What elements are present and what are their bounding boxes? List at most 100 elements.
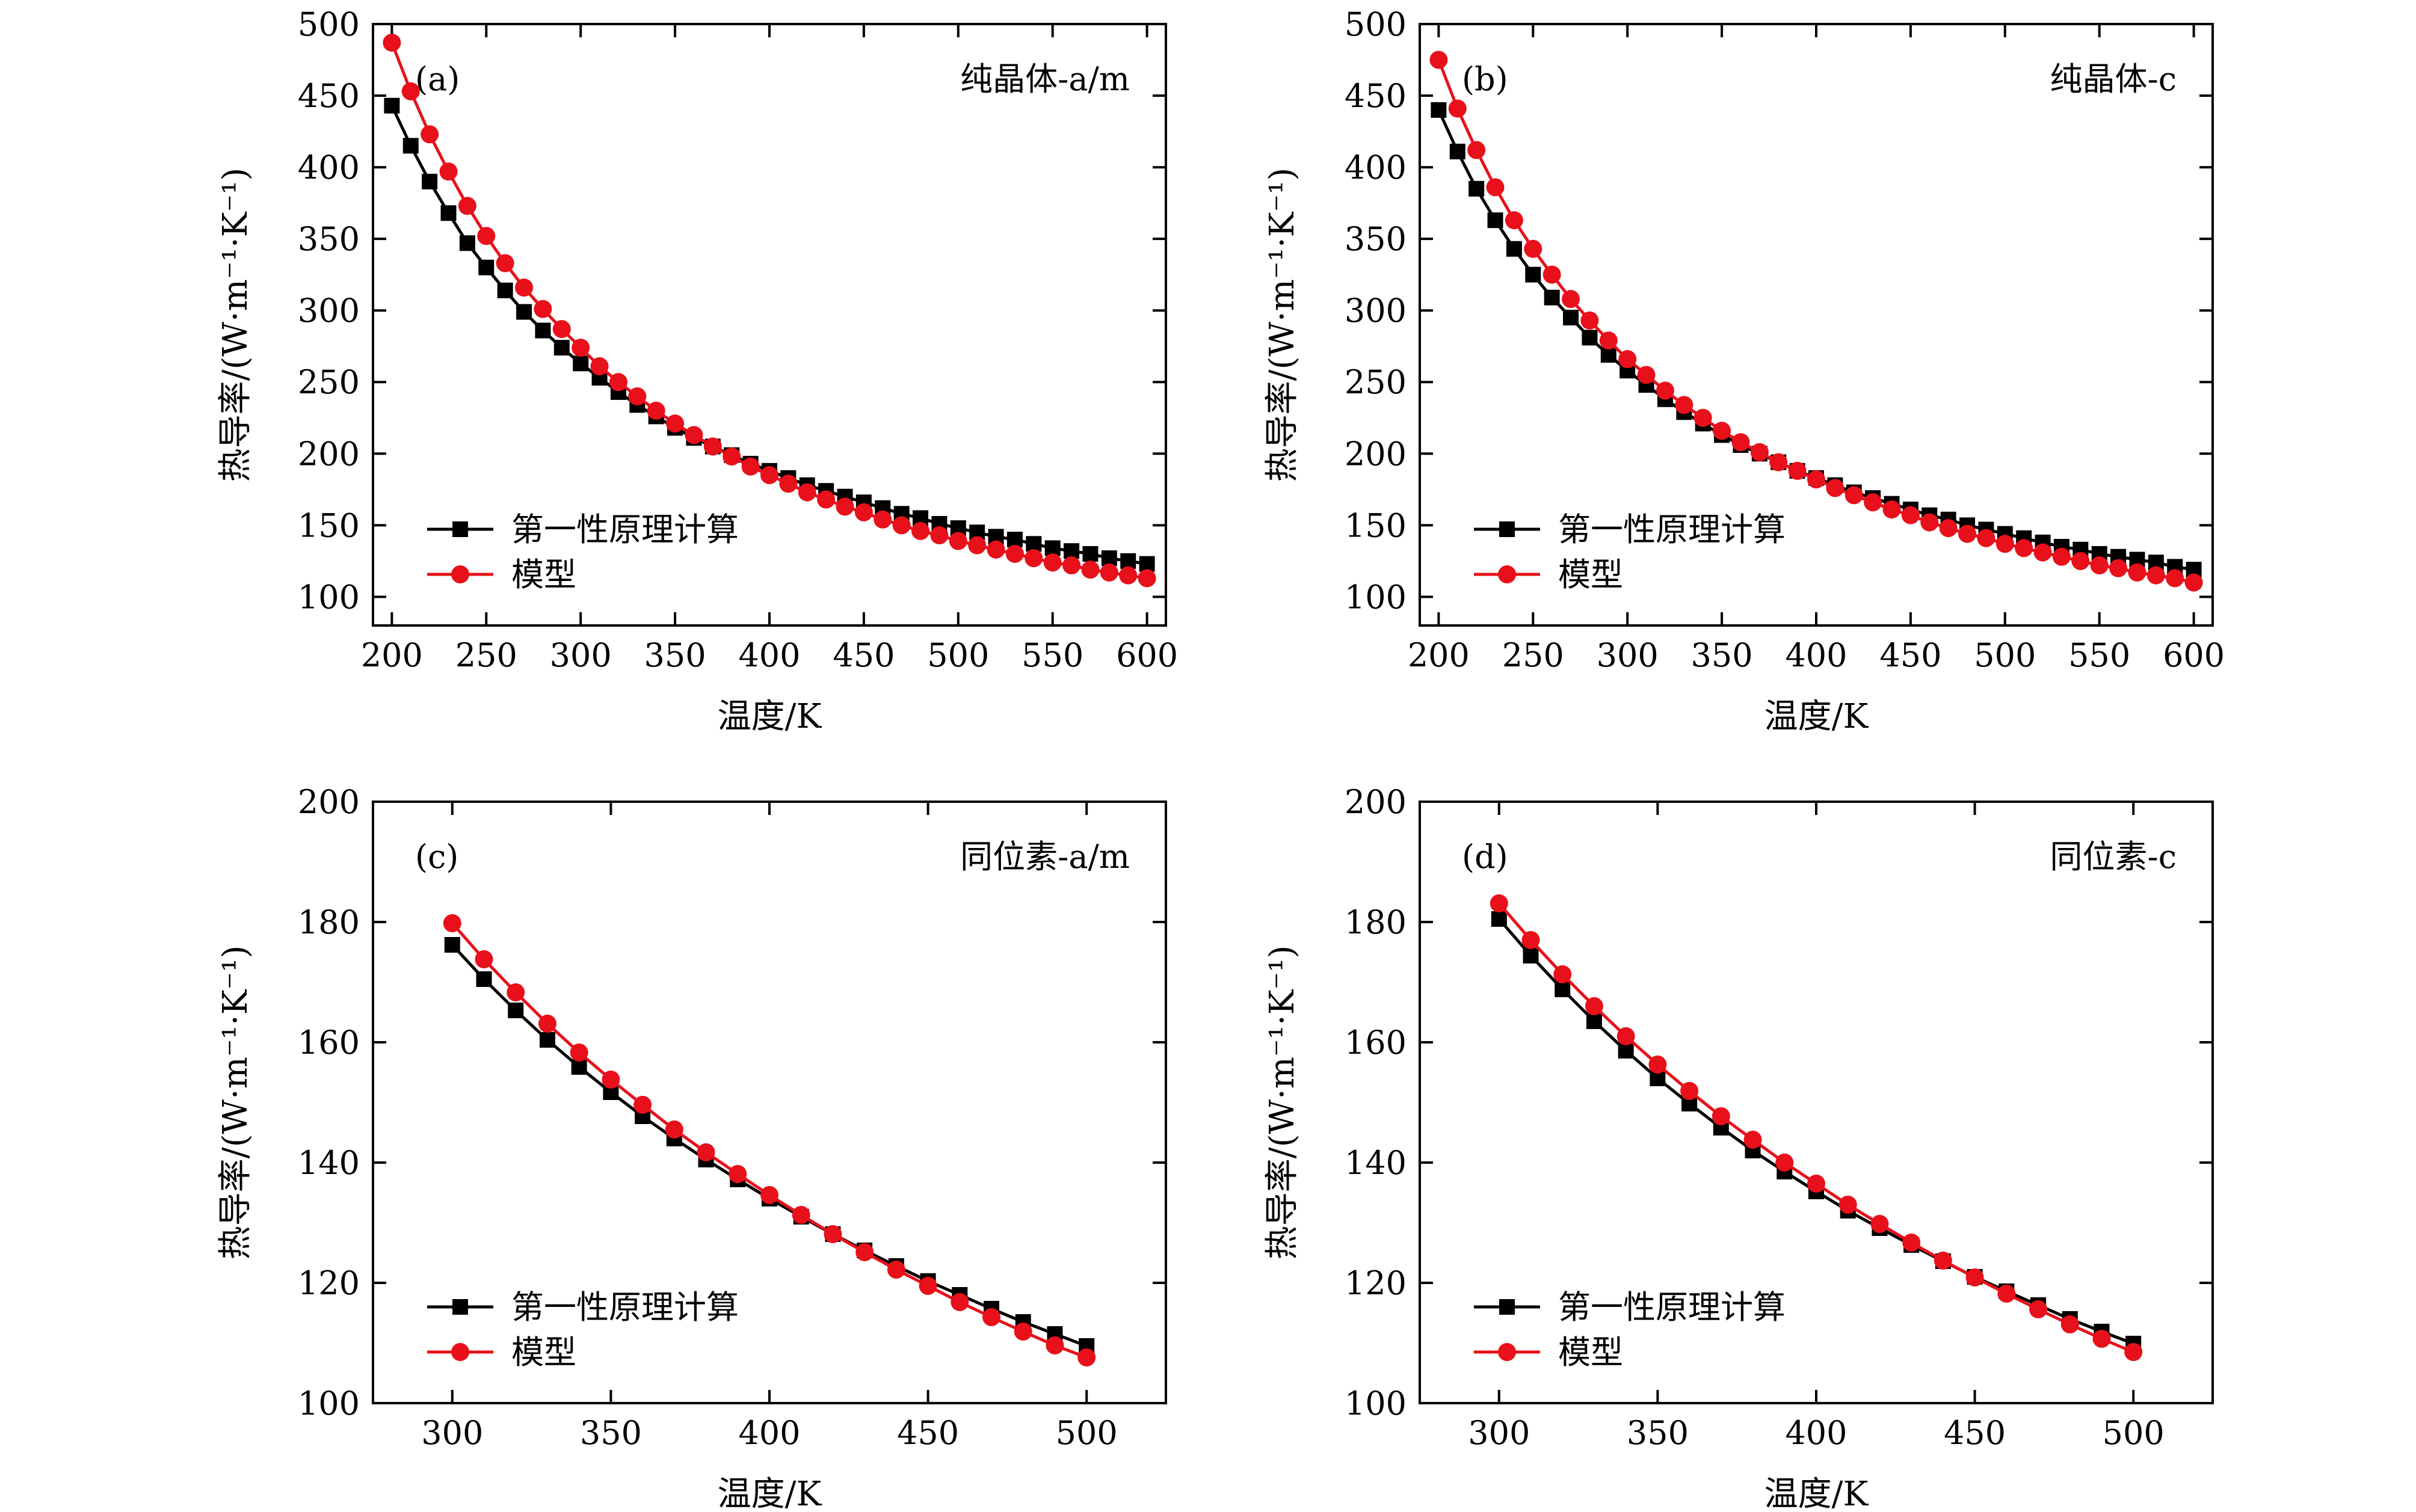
data-point-circle [1870,1215,1889,1233]
data-point-circle [2071,552,2090,570]
data-point-circle [1675,396,1693,414]
data-point-square [384,97,400,114]
data-point-circle [854,503,873,521]
y-tick-label: 180 [1345,903,1407,941]
y-tick-label: 100 [298,578,360,616]
legend-marker [1499,1299,1515,1315]
data-point-square [1082,545,1099,562]
y-tick-label: 200 [1345,435,1407,473]
data-point-circle [1864,493,1882,512]
data-point-square [478,259,495,275]
data-point-square [573,355,589,372]
data-point-circle [729,1165,747,1183]
y-tick-label: 500 [298,5,360,43]
data-point-circle [836,497,854,516]
y-tick-label: 100 [1345,578,1407,616]
data-point-square [1506,241,1522,257]
data-point-circle [2029,1300,2048,1318]
legend-label: 模型 [1558,556,1623,594]
data-point-circle [1005,544,1024,563]
x-tick-label: 300 [1597,636,1659,674]
data-point-circle [2015,539,2033,558]
data-point-square [535,322,551,339]
data-point-circle [590,357,609,376]
data-point-circle [919,1277,937,1295]
data-point-square [1555,982,1571,997]
y-tick-label: 120 [298,1264,360,1302]
legend-marker [1498,1343,1516,1361]
data-point-square [1026,536,1042,552]
data-point-circle [779,475,798,493]
data-point-circle [1807,1175,1825,1193]
data-point-circle [2109,559,2128,577]
data-point-circle [1712,1107,1730,1125]
x-tick-label: 450 [897,1414,959,1452]
legend-marker [451,1343,469,1361]
data-point-circle [1680,1082,1699,1100]
data-point-circle [1656,381,1674,400]
data-point-circle [2033,543,2052,562]
y-tick-label: 100 [1345,1384,1407,1422]
data-point-circle [1043,553,1062,572]
data-point-square [1523,948,1539,963]
data-point-circle [1119,566,1138,585]
data-point-circle [475,950,493,968]
y-tick-label: 200 [298,783,360,821]
y-tick-label: 400 [298,149,360,186]
x-tick-label: 350 [1691,636,1753,674]
data-point-square [1582,330,1598,346]
data-point-square [1586,1013,1602,1029]
data-point-circle [1448,99,1467,118]
x-tick-label: 450 [1944,1414,2006,1452]
data-point-circle [2092,1330,2111,1348]
data-point-circle [1429,51,1448,69]
data-point-circle [383,33,401,52]
data-point-circle [1693,408,1712,427]
legend-marker [1499,521,1515,537]
data-point-circle [1826,479,1844,497]
data-point-circle [1838,1196,1857,1214]
panel-title: 纯晶体-a/m [960,60,1130,98]
y-tick-label: 140 [1345,1144,1407,1182]
data-point-circle [1731,433,1750,452]
data-point-circle [1562,290,1580,309]
y-tick-label: 350 [1345,220,1407,258]
x-axis-title: 温度/K [718,1475,822,1512]
data-point-circle [1138,569,1156,588]
panel-a: 200 250 300 350 400 450 500 550 600 100 150 200 250 3… [216,5,1178,736]
panel-title: 同位素-c [2050,838,2177,876]
data-point-circle [1995,535,2014,553]
data-point-circle [951,1293,969,1311]
legend-label: 模型 [1558,1333,1623,1371]
y-axis-title: 热导率/(W·m⁻¹·K⁻¹) [216,945,255,1260]
y-tick-label: 140 [298,1144,360,1182]
y-tick-label: 160 [1345,1024,1407,1062]
data-point-circle [1750,443,1769,461]
data-point-circle [1025,549,1043,568]
data-point-circle [2128,563,2146,582]
data-point-square [1468,180,1485,197]
y-tick-label: 450 [298,77,360,115]
legend-marker [452,1299,468,1315]
data-point-circle [1618,350,1637,369]
data-point-circle [2124,1343,2143,1361]
x-tick-label: 350 [644,636,706,674]
y-tick-label: 200 [298,435,360,473]
x-tick-label: 200 [1408,636,1470,674]
legend-marker [452,521,468,537]
series-line-1 [1437,59,2195,585]
series-line-1 [1497,902,2134,1354]
data-point-circle [1807,470,1825,489]
data-point-circle [741,457,760,476]
data-point-circle [1788,461,1807,480]
data-point-square [1101,550,1117,567]
data-point-circle [792,1206,810,1224]
data-point-circle [1062,556,1081,574]
data-point-square [1544,289,1560,306]
data-point-circle [987,540,1005,559]
series-line-0 [1497,918,2134,1345]
data-point-circle [1648,1056,1667,1074]
y-tick-label: 300 [298,292,360,330]
y-axis-title: 热导率/(W·m⁻¹·K⁻¹) [1263,168,1302,482]
